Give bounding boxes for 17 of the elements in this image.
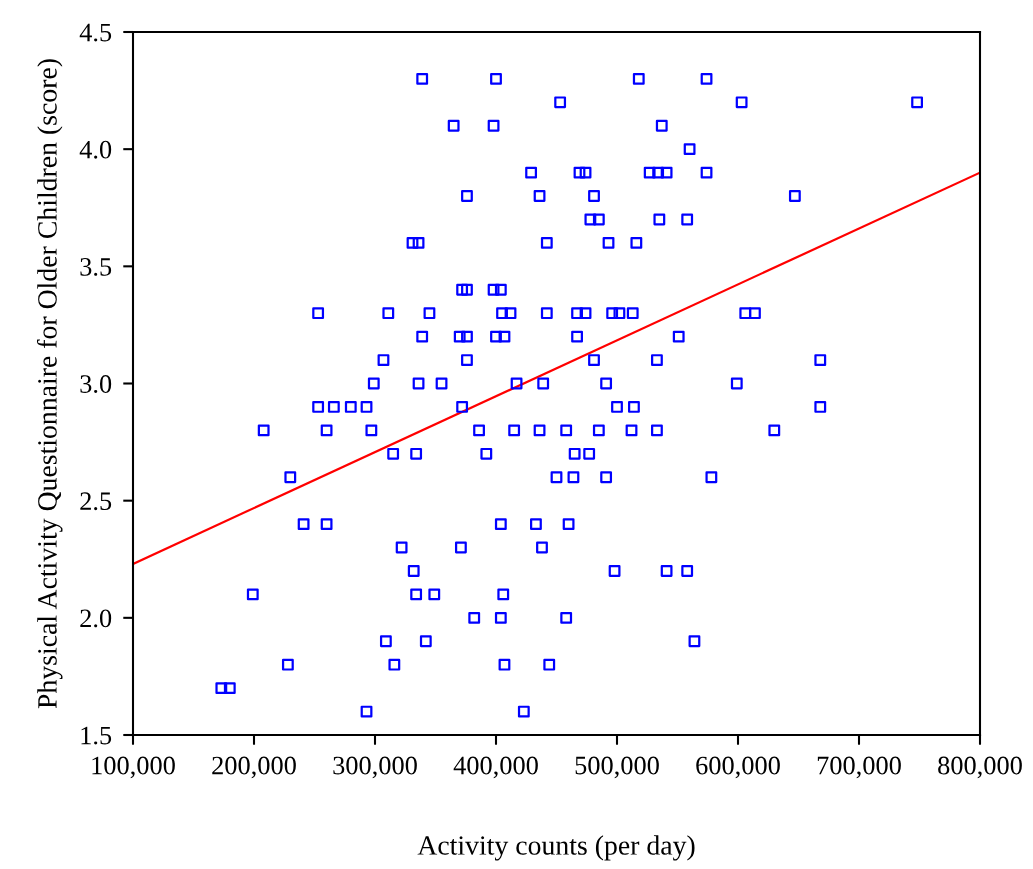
y-tick-label: 3.0 xyxy=(80,375,112,394)
x-tick-label: 200,000 xyxy=(212,756,296,779)
y-tick-label: 2.0 xyxy=(80,609,112,628)
y-tick-label: 4.5 xyxy=(79,23,112,42)
y-axis-title: Physical Activity Questionnaire for Older Children (score) xyxy=(36,59,63,709)
y-tick-label: 4.0 xyxy=(79,140,112,159)
x-tick-label: 800,000 xyxy=(938,756,1022,779)
y-tick-label: 2.5 xyxy=(80,492,112,511)
x-tick-label: 700,000 xyxy=(817,756,901,779)
x-tick-label: 600,000 xyxy=(696,756,780,779)
x-tick-label: 500,000 xyxy=(575,756,659,779)
x-axis-title: Activity counts (per day) xyxy=(417,835,695,861)
x-tick-label: 400,000 xyxy=(453,756,538,779)
x-tick-label: 300,000 xyxy=(333,756,417,779)
y-tick-label: 1.5 xyxy=(81,726,112,745)
x-tick-label: 100,000 xyxy=(92,756,175,779)
y-tick-label: 3.5 xyxy=(80,258,112,276)
